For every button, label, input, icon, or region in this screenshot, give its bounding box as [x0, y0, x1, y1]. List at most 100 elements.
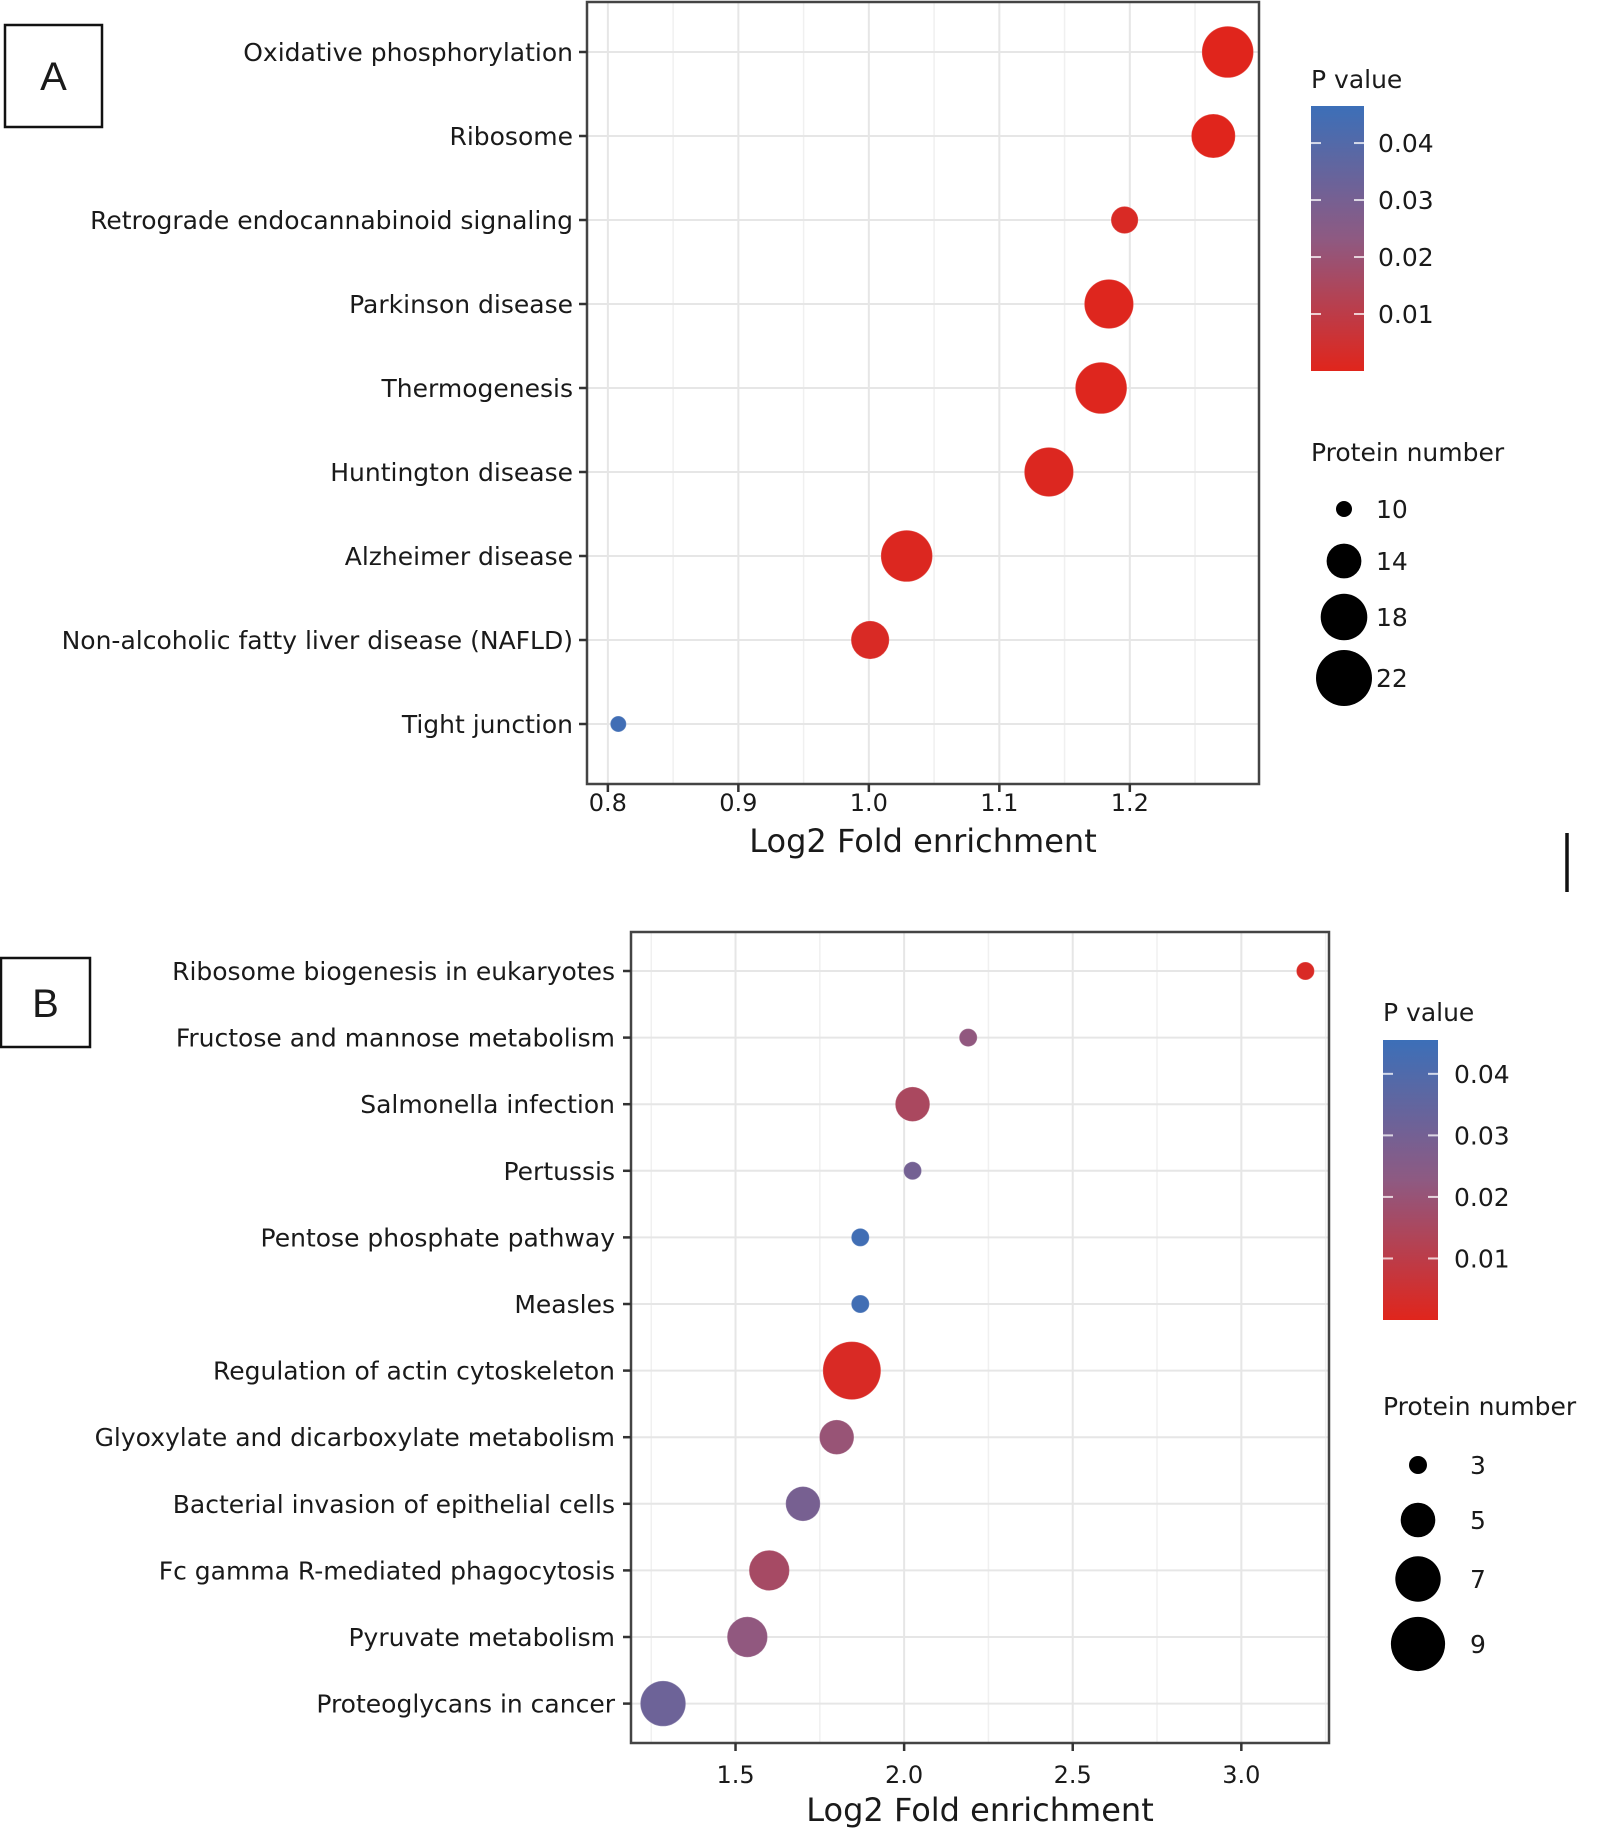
category-label: Ribosome biogenesis in eukaryotes: [172, 957, 615, 986]
color-bar-tick-label: 0.04: [1454, 1060, 1510, 1089]
data-point: [850, 1227, 870, 1247]
panel-b-grid: [631, 932, 1329, 1743]
data-point: [726, 1616, 769, 1658]
panel-b-size-legend-title: Protein number: [1383, 1392, 1577, 1421]
data-point: [1074, 361, 1128, 415]
size-legend-label: 3: [1470, 1451, 1486, 1480]
panel-a-grid: [587, 2, 1259, 784]
size-legend-label: 9: [1470, 1630, 1486, 1659]
data-point: [785, 1486, 821, 1522]
category-label: Regulation of actin cytoskeleton: [213, 1357, 615, 1386]
size-legend-dot: [1395, 1556, 1441, 1602]
category-label: Alzheimer disease: [345, 542, 573, 571]
size-legend-label: 18: [1376, 603, 1408, 632]
size-legend-dot: [1409, 1456, 1427, 1474]
size-legend-label: 5: [1470, 1506, 1486, 1535]
category-label: Pertussis: [503, 1157, 615, 1186]
category-label: Measles: [514, 1290, 615, 1319]
x-tick-label: 1.5: [716, 1761, 754, 1789]
category-label: Thermogenesis: [381, 374, 573, 403]
category-label: Glyoxylate and dicarboxylate metabolism: [95, 1423, 615, 1452]
panel-b-x-ticks: 1.5 2.0 2.5 3.0: [623, 969, 1260, 1789]
data-point: [958, 1028, 978, 1048]
data-point: [609, 715, 627, 733]
x-tick-label: 2.5: [1054, 1761, 1092, 1789]
category-label: Pentose phosphate pathway: [261, 1223, 616, 1252]
panel-a-frame: [585, 0, 1261, 786]
plot-background: [587, 2, 1259, 784]
color-bar-tick-label: 0.01: [1378, 300, 1434, 329]
size-legend-dot: [1326, 543, 1362, 579]
x-tick-label: 0.8: [589, 789, 627, 817]
panel-a-x-ticks: 0.8 0.9 1.0 1.1 1.2: [579, 50, 1149, 817]
category-label: Parkinson disease: [349, 290, 573, 319]
category-label: Fructose and mannose metabolism: [176, 1024, 615, 1053]
panel-b-label-box: [0, 956, 92, 1049]
data-point: [903, 1161, 923, 1181]
panel-b-color-legend: P value 0.04 0.03 0.02 0.01: [1383, 998, 1510, 1320]
category-label: Huntington disease: [330, 458, 573, 487]
panel-b: B Ribosome biogenesis in eukaryotes Fruct…: [0, 930, 1577, 1829]
plot-background: [631, 932, 1329, 1743]
size-legend-label: 22: [1376, 664, 1408, 693]
data-point: [1190, 113, 1236, 159]
data-point: [880, 529, 933, 583]
panel-a-color-legend: P value 0.04 0.03 0.02 0.01: [1311, 65, 1434, 371]
data-point: [748, 1549, 790, 1592]
data-point: [1083, 278, 1135, 330]
panel-a-x-axis-title: Log2 Fold enrichment: [749, 822, 1096, 860]
panel-a-points: [609, 25, 1254, 733]
category-label: Retrograde endocannabinoid signaling: [90, 206, 573, 235]
panel-b-frame: [629, 930, 1331, 1745]
color-bar-tick-label: 0.04: [1378, 129, 1434, 158]
panel-a-label: A: [40, 55, 67, 99]
panel-a-size-legend-title: Protein number: [1311, 438, 1505, 467]
color-bar: [1311, 106, 1364, 371]
panel-b-label: B: [32, 982, 59, 1026]
size-legend-label: 10: [1376, 495, 1408, 524]
category-label: Oxidative phosphorylation: [243, 38, 573, 67]
data-point: [822, 1341, 882, 1401]
data-point: [850, 620, 890, 660]
category-label: Bacterial invasion of epithelial cells: [173, 1490, 615, 1519]
size-legend-dot: [1390, 1616, 1446, 1672]
category-label: Non-alcoholic fatty liver disease (NAFLD…: [62, 626, 573, 655]
x-tick-label: 1.0: [850, 789, 888, 817]
x-tick-label: 1.1: [980, 789, 1018, 817]
panel-a-color-legend-title: P value: [1311, 65, 1402, 94]
panel-a-label-box: [3, 23, 104, 129]
panel-b-size-legend: Protein number 3 5 7 9: [1383, 1392, 1577, 1672]
panel-b-x-axis-title: Log2 Fold enrichment: [806, 1791, 1153, 1829]
panel-b-color-legend-title: P value: [1383, 998, 1474, 1027]
data-point: [1201, 25, 1254, 79]
color-bar-tick-label: 0.03: [1454, 1121, 1510, 1150]
category-label: Salmonella infection: [360, 1090, 615, 1119]
color-bar-tick-label: 0.02: [1454, 1183, 1510, 1212]
category-label: Tight junction: [401, 710, 573, 739]
data-point: [1295, 961, 1315, 981]
panel-b-points: [639, 961, 1315, 1727]
data-point: [894, 1086, 931, 1122]
x-tick-label: 1.2: [1111, 789, 1149, 817]
x-tick-label: 2.0: [885, 1761, 923, 1789]
size-legend-label: 7: [1470, 1565, 1486, 1594]
data-point: [1023, 446, 1075, 498]
data-point: [850, 1294, 870, 1314]
size-legend-dot: [1316, 650, 1372, 706]
color-bar-tick-label: 0.01: [1454, 1244, 1510, 1273]
panel-a: A Oxidative phosphorylation Ribosome Retro…: [3, 0, 1505, 860]
category-label: Proteoglycans in cancer: [316, 1690, 615, 1719]
size-legend-label: 14: [1376, 547, 1408, 576]
category-label: Fc gamma R-mediated phagocytosis: [159, 1556, 615, 1585]
color-bar: [1383, 1040, 1438, 1320]
data-point: [639, 1680, 687, 1727]
color-bar-tick-label: 0.02: [1378, 243, 1434, 272]
panel-b-category-labels: Ribosome biogenesis in eukaryotes Fructos…: [95, 957, 616, 1719]
data-point: [1110, 205, 1139, 235]
size-legend-dot: [1336, 501, 1352, 517]
panel-a-size-legend: Protein number 10 14 18 22: [1311, 438, 1505, 706]
category-label: Pyruvate metabolism: [348, 1623, 615, 1652]
size-legend-dot: [1320, 593, 1368, 641]
data-point: [818, 1419, 855, 1455]
